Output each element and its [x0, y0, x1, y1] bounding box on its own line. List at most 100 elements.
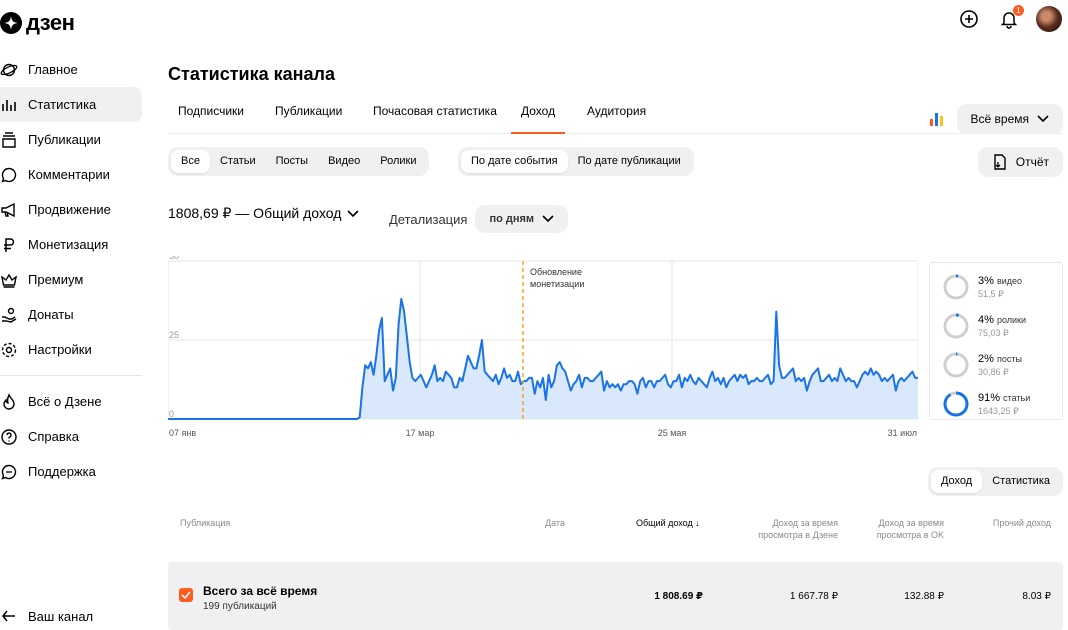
donut-value-arc: [943, 352, 969, 378]
detail-group: Детализация по дням: [389, 205, 569, 233]
breakdown-text: 2% посты 30,86 ₽: [978, 353, 1022, 378]
comment-icon: [0, 166, 18, 184]
donut-track: [943, 352, 969, 378]
tab-audience[interactable]: Аудитория: [587, 104, 647, 118]
filter-articles[interactable]: Статьи: [219, 155, 256, 167]
sidebar-item-about[interactable]: Всё о Дзене: [0, 384, 142, 419]
tab-subscribers[interactable]: Подписчики: [178, 104, 245, 118]
breakdown-amount: 51,5 ₽: [978, 288, 1004, 299]
notifications-button[interactable]: 1: [996, 5, 1024, 32]
total-row-title: Всего за всё время: [203, 584, 318, 598]
tab-hourly[interactable]: Почасовая статистика: [373, 104, 497, 118]
sidebar-item-label: Статистика: [28, 97, 97, 112]
col-header-ok[interactable]: Доход за время просмотра в OK: [876, 518, 944, 540]
sidebar-item-label: Донаты: [28, 307, 74, 322]
publications-icon: [0, 131, 18, 149]
y-tick-label: 0: [169, 409, 174, 419]
income-breakdown: 3% видео 51,5 ₽4% ролики 75,03 ₽2% посты 30…: [929, 262, 1063, 420]
sidebar-item-monetization[interactable]: Монетизация: [0, 227, 142, 262]
table-row-total[interactable]: Всего за всё время 199 публикаций 1 808.…: [168, 562, 1063, 630]
toggle-income[interactable]: Доход: [930, 470, 983, 493]
chevron-down-icon: [542, 215, 554, 223]
col-header-publication[interactable]: Публикация: [180, 518, 231, 528]
sidebar-item-donations[interactable]: Донаты: [0, 297, 142, 332]
breakdown-text: 91% статьи 1643,25 ₽: [978, 392, 1030, 417]
total-row-subtitle: 199 публикаций: [203, 601, 277, 612]
breakdown-percent-value: 4%: [978, 313, 997, 326]
sidebar-item-settings[interactable]: Настройки: [0, 332, 142, 367]
sidebar-divider: [0, 375, 142, 376]
chevron-down-icon: [1037, 115, 1049, 123]
sidebar-item-premium[interactable]: Премиум: [0, 262, 142, 297]
donut-value-arc: [943, 313, 969, 339]
stats-tabs: Подписчики Публикации Почасовая статисти…: [168, 96, 1063, 134]
breakdown-type: статьи: [1003, 392, 1031, 403]
your-channel-label: Ваш канал: [28, 608, 94, 624]
filter-posts[interactable]: Посты: [275, 155, 309, 167]
tab-income[interactable]: Доход: [511, 96, 566, 134]
filter-all[interactable]: Все: [171, 150, 210, 173]
toggle-statistics[interactable]: Статистика: [992, 475, 1050, 487]
x-tick-label: 31 июл: [888, 428, 917, 438]
breakdown-type: ролики: [996, 314, 1027, 325]
x-tick-label: 17 мар: [406, 428, 435, 438]
income-area: [168, 298, 918, 419]
sidebar-item-main[interactable]: Главное: [0, 52, 142, 87]
question-icon: [0, 428, 18, 446]
y-tick-label: 50: [169, 256, 179, 261]
your-channel-link[interactable]: Ваш канал: [0, 598, 93, 630]
total-row-checkbox[interactable]: [179, 588, 193, 602]
y-tick-label: 25: [169, 330, 179, 340]
filter-clips[interactable]: Ролики: [380, 155, 417, 167]
logo-text: дзен: [26, 10, 75, 35]
filter-video[interactable]: Видео: [328, 155, 361, 167]
col-header-total[interactable]: Общий доход ↓: [636, 518, 700, 528]
col-header-other[interactable]: Прочий доход: [992, 518, 1051, 528]
sidebar-item-publications[interactable]: Публикации: [0, 122, 142, 157]
donate-icon: [0, 306, 18, 324]
table-mode-toggle: Доход Статистика: [927, 467, 1063, 496]
create-button[interactable]: [956, 6, 982, 32]
sidebar-item-comments[interactable]: Комментарии: [0, 157, 142, 192]
detail-label: Детализация: [389, 211, 468, 227]
planet-icon: [0, 61, 18, 79]
chart-type-icon[interactable]: [929, 112, 943, 126]
breakdown-amount: 75,03 ₽: [978, 327, 1009, 338]
donut-chart-icon: [943, 391, 969, 417]
content-type-filter: Все Статьи Посты Видео Ролики: [168, 147, 430, 176]
col-header-dzen[interactable]: Доход за время просмотра в Дзене: [758, 518, 838, 540]
total-income-value: 1808,69 ₽ — Общий доход: [168, 205, 342, 221]
dzen-logo[interactable]: дзен: [0, 10, 75, 36]
avatar[interactable]: [1036, 6, 1062, 32]
x-tick-label: 07 янв: [169, 428, 196, 438]
report-button[interactable]: Отчёт: [977, 147, 1063, 177]
donut-value-arc: [943, 391, 969, 417]
total-row-other: 8.03 ₽: [1022, 591, 1051, 602]
period-value: Всё время: [970, 112, 1029, 126]
date-mode-filter: По дате события По дате публикации: [458, 147, 694, 176]
col-header-date[interactable]: Дата: [545, 518, 565, 528]
breakdown-item: 2% посты 30,86 ₽: [942, 347, 1022, 383]
sidebar-item-label: Продвижение: [28, 202, 111, 217]
filter-by-event-date[interactable]: По дате события: [461, 150, 568, 173]
sidebar-item-label: Настройки: [28, 342, 92, 357]
tab-publications[interactable]: Публикации: [275, 104, 343, 118]
sidebar-item-label: Публикации: [28, 132, 101, 147]
sidebar-item-support[interactable]: Поддержка: [0, 454, 142, 489]
breakdown-percent: 4% ролики: [978, 314, 1026, 326]
gear-icon: [0, 341, 18, 359]
sidebar-item-label: Всё о Дзене: [28, 394, 102, 409]
bell-icon: [1000, 12, 1018, 29]
filter-by-publication-date[interactable]: По дате публикации: [577, 155, 681, 167]
sidebar-item-label: Поддержка: [28, 464, 96, 479]
ruble-icon: [0, 236, 18, 254]
sidebar-item-statistics[interactable]: Статистика: [0, 87, 142, 122]
sidebar-item-promotion[interactable]: Продвижение: [0, 192, 142, 227]
period-select[interactable]: Всё время: [956, 104, 1063, 134]
breakdown-type: видео: [996, 275, 1023, 286]
sidebar-item-help[interactable]: Справка: [0, 419, 142, 454]
detail-select[interactable]: по дням: [475, 205, 569, 233]
donut-chart-icon: [943, 313, 969, 339]
sidebar-item-label: Справка: [28, 429, 79, 444]
total-income-select[interactable]: 1808,69 ₽ — Общий доход: [168, 205, 360, 222]
